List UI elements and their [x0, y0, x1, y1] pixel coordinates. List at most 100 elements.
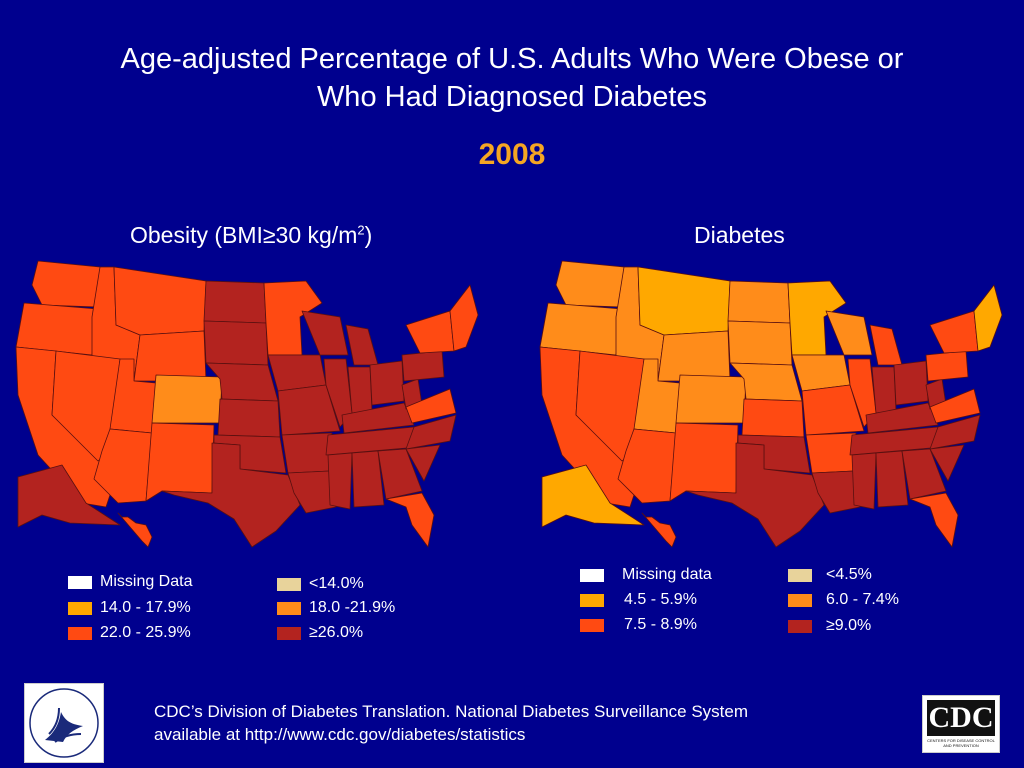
legend-swatch	[580, 618, 604, 632]
legend-swatch	[277, 577, 301, 591]
legend-label: ≥9.0%	[826, 617, 872, 634]
state-north-carolina	[929, 414, 981, 450]
legend-label: Missing Data	[100, 573, 193, 590]
obesity-title-sup: 2	[357, 222, 365, 238]
state-colorado	[675, 374, 747, 424]
state-washington	[555, 260, 625, 308]
state-north-dakota	[203, 280, 267, 324]
state-virginia	[405, 388, 457, 424]
state-hawaii	[117, 512, 153, 548]
legend-swatch	[580, 568, 604, 582]
title-line-2: Who Had Diagnosed Diabetes	[316, 81, 708, 113]
legend-swatch	[68, 575, 92, 589]
state-mississippi	[327, 452, 353, 510]
state-michigan	[345, 324, 379, 366]
state-indiana	[347, 366, 373, 414]
state-kansas	[217, 398, 281, 438]
legend-label: Missing data	[622, 566, 712, 583]
legend-label: <14.0%	[309, 575, 364, 592]
state-wisconsin	[825, 310, 873, 356]
obesity-title-end: )	[364, 222, 373, 248]
obesity-legend-item: 22.0 - 25.9%	[68, 624, 191, 642]
state-wyoming	[657, 330, 731, 382]
state-mississippi	[851, 452, 877, 510]
diabetes-legend-item: 4.5 - 5.9%	[580, 591, 697, 609]
legend-swatch	[277, 601, 301, 615]
state-arkansas	[281, 432, 333, 474]
diabetes-legend-item: Missing data	[580, 566, 712, 584]
state-alabama	[875, 450, 909, 508]
obesity-legend-item: Missing Data	[68, 573, 192, 591]
state-ohio	[369, 360, 405, 406]
obesity-legend-item: 18.0 -21.9%	[277, 599, 395, 617]
cdc-logo-text: CDC	[927, 700, 995, 736]
state-iowa	[791, 354, 851, 392]
state-texas	[161, 442, 301, 548]
diabetes-map	[539, 260, 1003, 548]
source-citation: CDC’s Division of Diabetes Translation. …	[154, 700, 748, 746]
hhs-eagle-icon	[29, 688, 99, 758]
state-new-england	[449, 284, 479, 352]
diabetes-legend-item: <4.5%	[788, 566, 872, 584]
state-florida	[385, 492, 435, 548]
legend-label: ≥26.0%	[309, 624, 364, 641]
state-indiana	[871, 366, 897, 414]
obesity-legend-item: ≥26.0%	[277, 624, 363, 642]
state-montana	[637, 266, 731, 336]
legend-swatch	[68, 626, 92, 640]
diabetes-legend-item: ≥9.0%	[788, 617, 871, 635]
state-alabama	[351, 450, 385, 508]
state-alaska	[541, 464, 645, 528]
state-north-carolina	[405, 414, 457, 450]
title-line-1: Age-adjusted Percentage of U.S. Adults W…	[120, 43, 904, 75]
state-south-dakota	[203, 320, 269, 366]
legend-swatch	[68, 601, 92, 615]
state-washington	[31, 260, 101, 308]
source-line-1: CDC’s Division of Diabetes Translation. …	[154, 702, 749, 721]
state-north-dakota	[727, 280, 791, 324]
state-ohio	[893, 360, 929, 406]
hhs-logo	[24, 683, 104, 763]
legend-label: 6.0 - 7.4%	[826, 591, 899, 608]
state-florida	[909, 492, 959, 548]
state-colorado	[151, 374, 223, 424]
state-alaska	[17, 464, 121, 528]
state-new-england	[973, 284, 1003, 352]
source-line-2: available at http://www.cdc.gov/diabetes…	[154, 725, 526, 744]
legend-swatch	[788, 619, 812, 633]
legend-swatch	[788, 568, 812, 582]
state-missouri	[801, 384, 865, 436]
state-south-carolina	[929, 444, 965, 482]
state-new-york	[405, 310, 455, 354]
state-minnesota	[787, 280, 847, 356]
legend-label: <4.5%	[826, 566, 872, 583]
obesity-legend-item: 14.0 - 17.9%	[68, 599, 191, 617]
state-hawaii	[641, 512, 677, 548]
state-oregon	[539, 302, 623, 356]
state-new-mexico	[669, 422, 739, 502]
state-louisiana	[287, 470, 337, 514]
diabetes-map-title: Diabetes	[694, 222, 785, 248]
state-south-carolina	[405, 444, 441, 482]
state-kansas	[741, 398, 805, 438]
state-pennsylvania	[925, 350, 969, 382]
legend-label: 18.0 -21.9%	[309, 599, 396, 616]
legend-swatch	[580, 593, 604, 607]
obesity-legend-item: <14.0%	[277, 575, 364, 593]
obesity-title-main: Obesity (BMI≥30 kg/m	[130, 222, 358, 248]
obesity-map	[15, 260, 479, 548]
state-louisiana	[811, 470, 861, 514]
legend-label: 4.5 - 5.9%	[624, 591, 697, 608]
state-texas	[685, 442, 825, 548]
legend-label: 22.0 - 25.9%	[100, 624, 191, 641]
legend-swatch	[277, 626, 301, 640]
cdc-logo: CDC CENTERS FOR DISEASE CONTROL AND PREV…	[922, 695, 1000, 753]
cdc-logo-subtext: CENTERS FOR DISEASE CONTROL AND PREVENTI…	[927, 738, 995, 748]
state-kentucky	[865, 402, 939, 434]
diabetes-legend-item: 6.0 - 7.4%	[788, 591, 899, 609]
state-new-mexico	[145, 422, 215, 502]
state-wisconsin	[301, 310, 349, 356]
obesity-map-title: Obesity (BMI≥30 kg/m2)	[130, 222, 372, 249]
slide-title: Age-adjusted Percentage of U.S. Adults W…	[20, 40, 1004, 116]
state-montana	[113, 266, 207, 336]
